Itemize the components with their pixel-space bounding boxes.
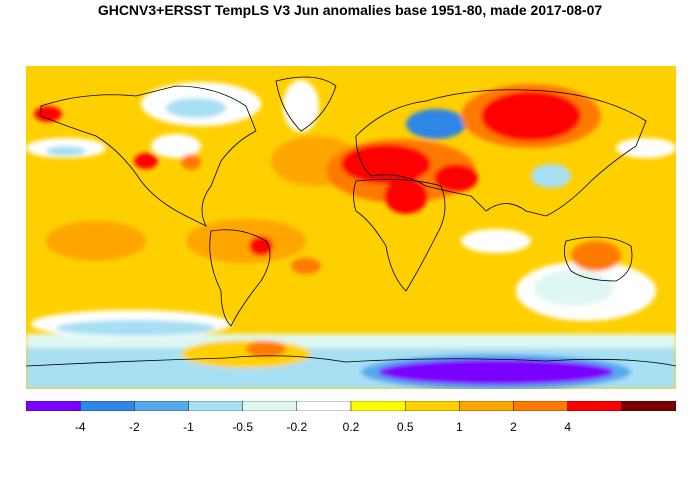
coast-north-america bbox=[40, 85, 257, 227]
australia-warm-area bbox=[571, 241, 621, 271]
legend-tick-label: -0.5 bbox=[232, 420, 253, 434]
drake-warm-spot bbox=[246, 341, 286, 357]
us-neutral-area bbox=[151, 134, 201, 158]
coast-australia bbox=[563, 236, 633, 282]
anomaly-map-svg bbox=[26, 66, 676, 389]
legend-bin-2 bbox=[134, 401, 189, 411]
coast-africa bbox=[353, 178, 446, 292]
legend-bin-3 bbox=[188, 401, 243, 411]
brazil-hot-spot bbox=[249, 236, 273, 256]
legend-bin-9 bbox=[513, 401, 568, 411]
legend-tick-label: 4 bbox=[564, 420, 571, 434]
sahara-hot-area bbox=[384, 178, 428, 214]
scandinavia-cold-area bbox=[406, 109, 466, 139]
coast-eurasia bbox=[355, 89, 647, 217]
tropical-atlantic-warm-area bbox=[186, 219, 306, 263]
coast-greenland bbox=[275, 76, 337, 132]
legend-bin-11 bbox=[621, 401, 676, 411]
middle-east-hot-area bbox=[434, 164, 478, 192]
e-pacific-warm-area bbox=[46, 221, 146, 261]
se-us-warm-spot bbox=[181, 154, 201, 170]
canada-cool-area bbox=[166, 98, 226, 118]
legend-tick-label: -0.2 bbox=[286, 420, 308, 434]
legend-tick-label: 1 bbox=[455, 420, 463, 434]
legend-bin-0 bbox=[26, 401, 81, 411]
legend-tick-label: -2 bbox=[128, 420, 140, 434]
n-pacific-neutral-east bbox=[616, 138, 676, 158]
legend-tick-label: 0.2 bbox=[342, 420, 360, 434]
greenland-neutral-area bbox=[283, 80, 319, 132]
legend-bin-7 bbox=[404, 401, 460, 411]
siberia-hot-area bbox=[481, 91, 581, 141]
coast-antarctica bbox=[26, 355, 676, 367]
legend-tick-label: 2 bbox=[510, 420, 517, 434]
indian-ocean-neutral bbox=[461, 229, 531, 253]
legend-bin-8 bbox=[459, 401, 514, 411]
color-legend bbox=[26, 401, 676, 411]
s-atlantic-warm-spot bbox=[291, 258, 321, 274]
legend-tick-label: -4 bbox=[74, 420, 86, 434]
sw-pacific-cool-area bbox=[534, 270, 614, 306]
coast-south-america bbox=[209, 229, 271, 327]
europe-hot-area bbox=[341, 144, 431, 184]
east-asia-cool-area bbox=[531, 164, 571, 188]
n-pacific-cool-west bbox=[46, 146, 86, 156]
legend-tick-label: 0.5 bbox=[396, 420, 414, 434]
se-pacific-cool-band bbox=[56, 320, 216, 336]
legend-bin-6 bbox=[350, 401, 406, 411]
sw-us-hot-spot bbox=[134, 153, 158, 169]
map-title: GHCNV3+ERSST TempLS V3 Jun anomalies bas… bbox=[97, 2, 603, 18]
legend-tick-labels: -4 -2 -1 -0.5 -0.2 0.2 0.5 1 2 4 bbox=[0, 420, 700, 440]
legend-tick-label: -1 bbox=[183, 420, 194, 434]
coastlines bbox=[26, 76, 676, 367]
legend-bin-4 bbox=[242, 401, 298, 411]
anomaly-map bbox=[26, 66, 676, 389]
legend-bin-5 bbox=[296, 401, 352, 411]
antarctic-strong-cold-area bbox=[378, 359, 614, 385]
alaska-hot-spot bbox=[34, 106, 62, 122]
south-atlantic-warm-patch bbox=[181, 340, 311, 368]
legend-bin-10 bbox=[567, 401, 623, 411]
legend-bin-1 bbox=[79, 401, 135, 411]
